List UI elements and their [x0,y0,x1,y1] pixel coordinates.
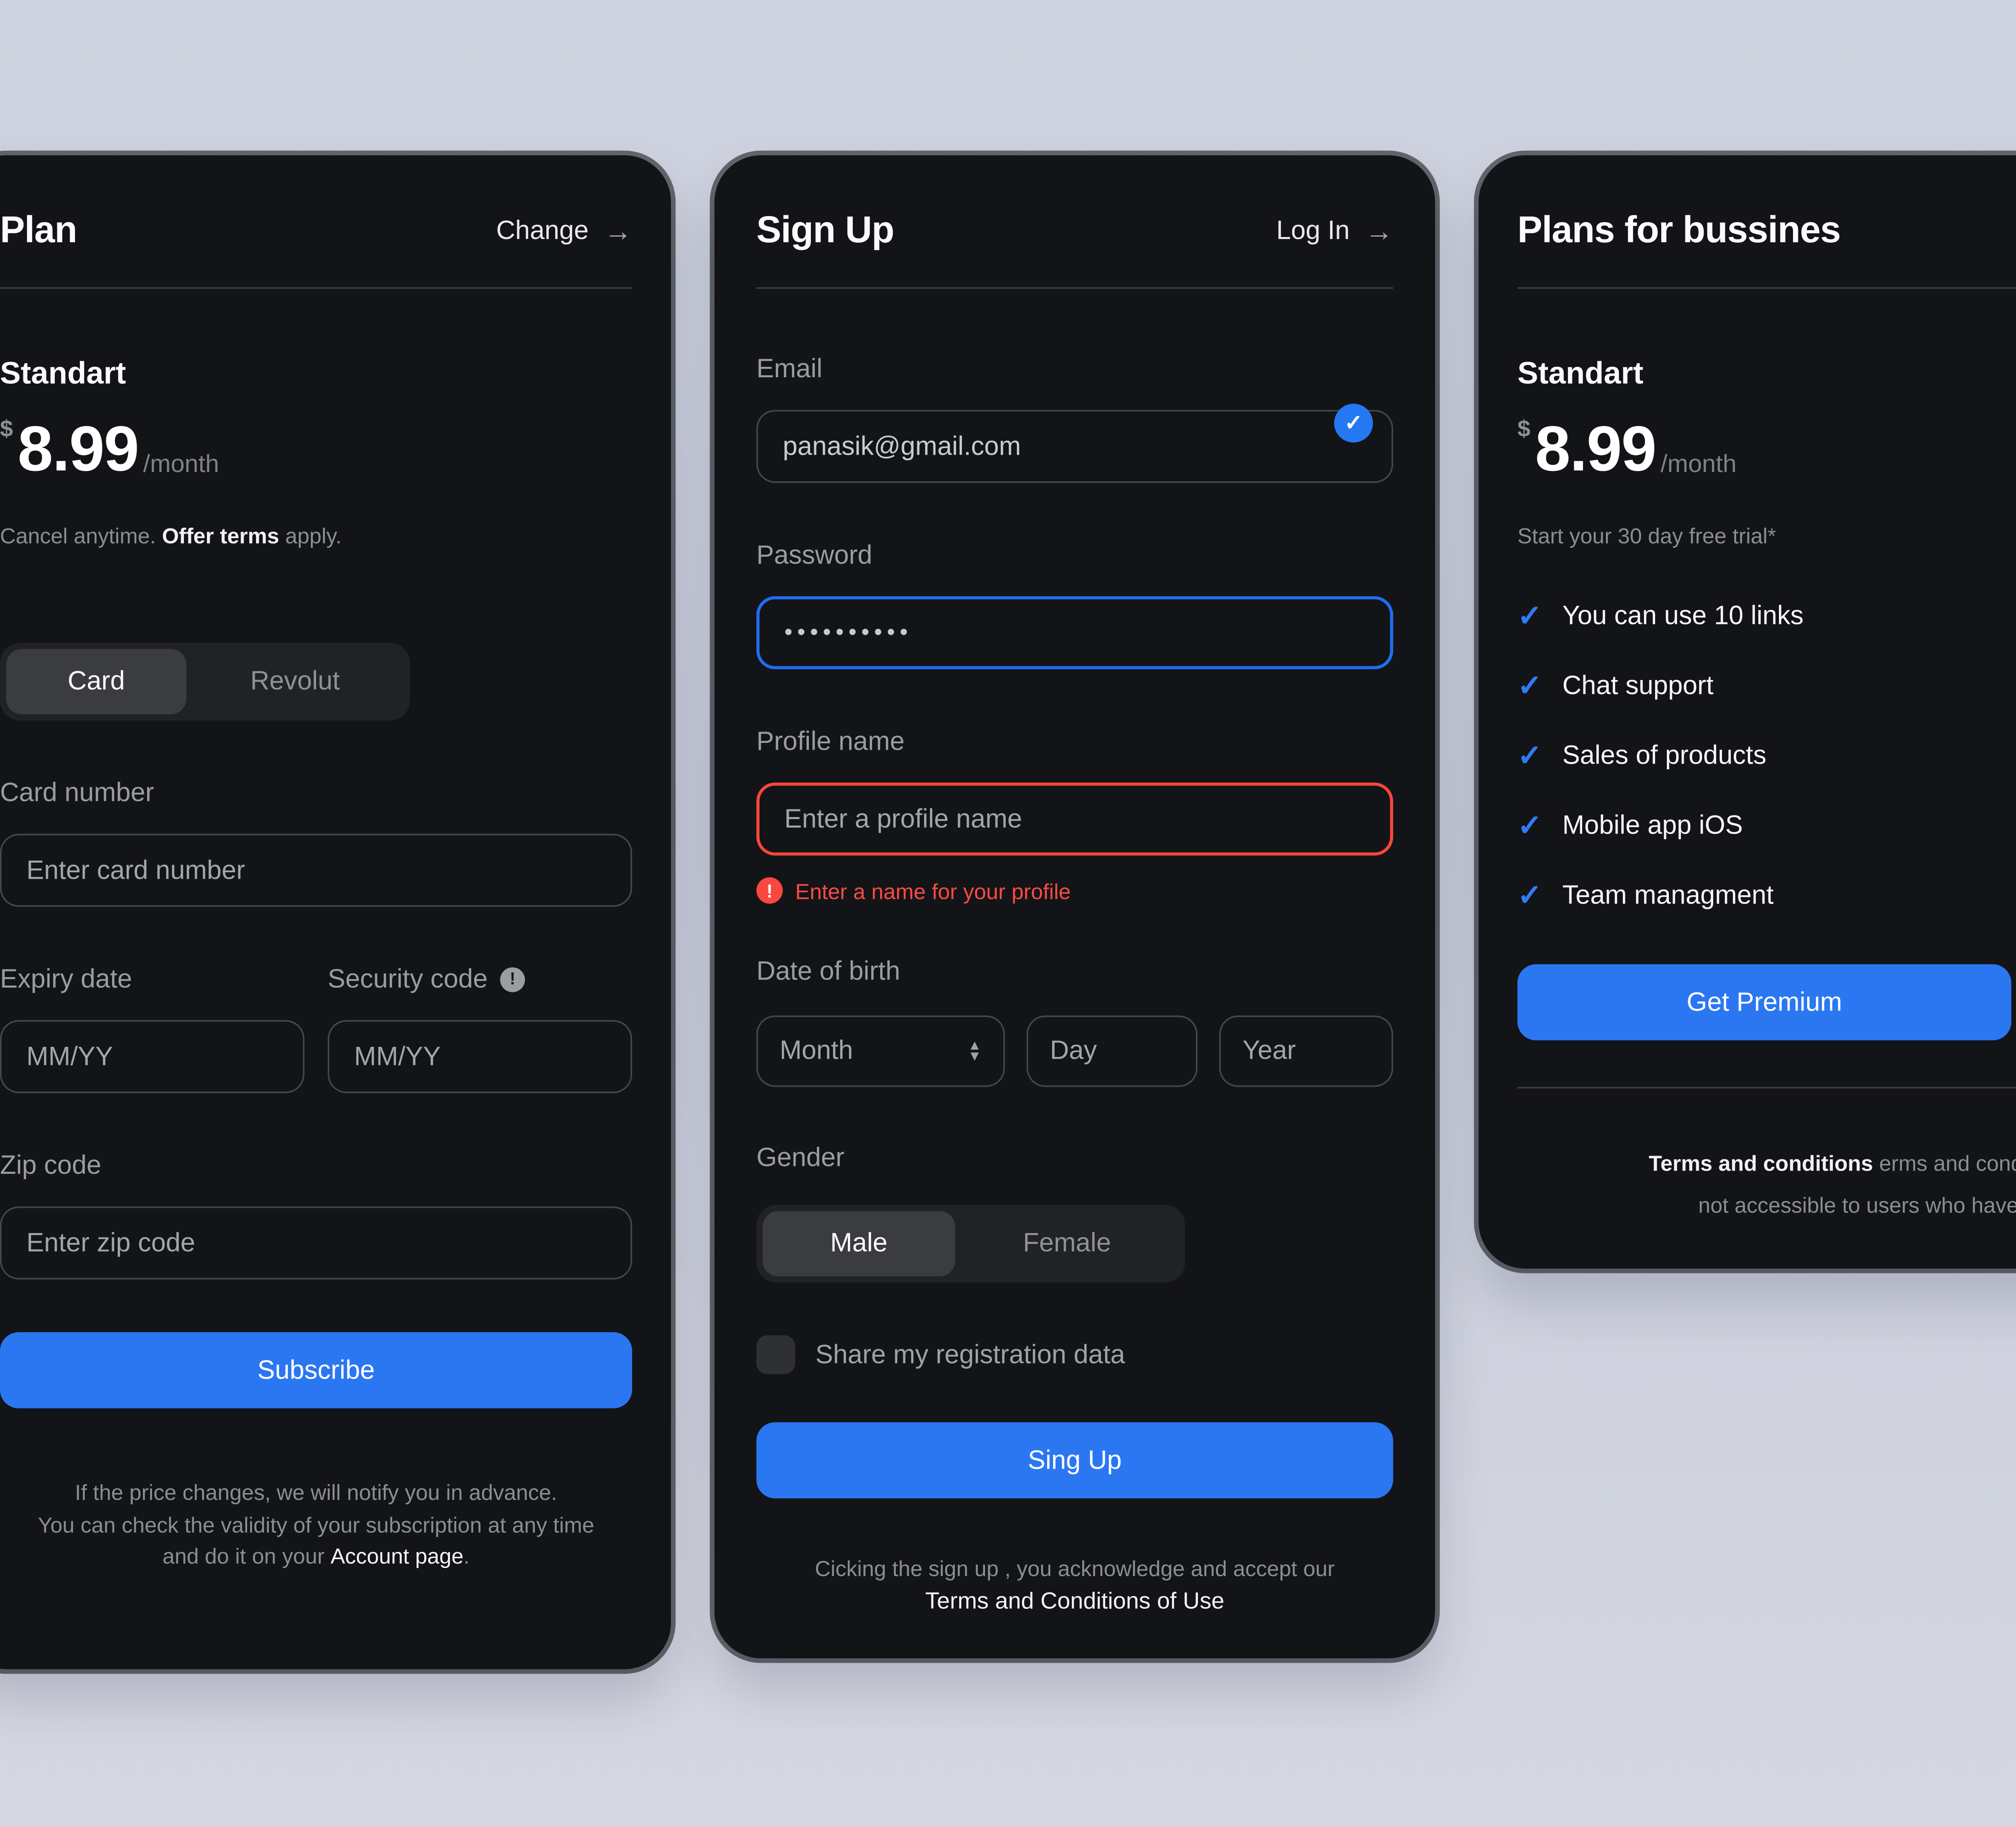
arrow-right-icon: → [1365,215,1393,246]
column-name: Standart [1517,357,1643,391]
check-icon: ✓ [1517,880,1542,913]
plans-terms: Terms and conditions erms and conditions… [1649,1150,2016,1217]
get-premium-button[interactable]: Get Premium [1517,964,2012,1040]
login-link[interactable]: Log In → [1276,215,1393,248]
offer-terms-link[interactable]: Offer terms [162,523,279,548]
subscribe-button[interactable]: Subscribe [0,1332,632,1408]
check-icon: ✓ [1517,809,1542,842]
profile-error: ! Enter a name for your profile [756,877,1393,904]
expiry-input[interactable] [0,1020,304,1093]
divider [756,287,1393,289]
email-valid-check-icon: ✓ [1334,403,1373,443]
email-input[interactable] [756,410,1393,483]
gender-toggle: Male Female [756,1205,1185,1283]
change-plan-link[interactable]: Change → [496,215,632,248]
check-icon: ✓ [1517,600,1542,633]
divider [1517,287,2016,289]
profile-name-label: Profile name [756,726,905,756]
payment-method-toggle: Card Revolut [0,643,410,721]
signup-title: Sign Up [756,210,894,252]
tab-revolut[interactable]: Revolut [250,666,340,696]
error-icon: ! [756,877,783,904]
signup-submit-button[interactable]: Sing Up [756,1422,1393,1499]
price-amount: 8.99 [17,413,140,485]
feature-item: ✓ Team managment [1517,877,2011,914]
terms-link[interactable]: Terms and conditions [1649,1150,1873,1175]
column-price: $ 8.99 /month [1517,413,1737,485]
info-icon[interactable]: ! [500,967,525,992]
gender-label: Gender [756,1143,845,1173]
gender-male[interactable]: Male [762,1211,956,1277]
cancel-note: Cancel anytime. Offer terms apply. [0,523,342,548]
select-arrows-icon: ▲ ▼ [968,1037,982,1064]
day-field[interactable]: Day [1027,1015,1198,1087]
error-text: Enter a name for your profile [795,878,1071,903]
plans-card: Plans for bussines Monthly Annual Standa… [1479,155,2016,1269]
signup-footer: Cicking the sign up , you acknowledge an… [815,1556,1335,1614]
year-field[interactable]: Year [1219,1015,1393,1087]
feature-item: ✓ You can use 10 links [1517,598,2011,635]
login-label: Log In [1276,216,1350,245]
terms-of-use-link[interactable]: Terms and Conditions of Use [925,1587,1225,1614]
arrow-right-icon: → [604,215,632,246]
zip-label: Zip code [0,1150,102,1180]
plans-title: Plans for bussines [1517,210,1841,252]
password-label: Password [756,540,873,570]
plan-column-standart: Standart $ 8.99 /month Start your 30 day… [1517,289,2012,1040]
dob-label: Date of birth [756,956,900,986]
check-icon: ✓ [1517,670,1542,703]
share-data-label: Share my registration data [815,1339,1125,1369]
profile-name-input[interactable] [756,782,1393,856]
security-label: Security code [327,964,488,994]
change-label: Change [496,216,589,245]
currency-symbol: $ [0,416,13,443]
plan-name: Standart [0,357,126,391]
divider [0,287,632,289]
price-period: /month [143,451,219,478]
share-data-checkbox[interactable] [756,1335,796,1375]
plan-price: $ 8.99 /month [0,410,632,497]
feature-item: ✓ Mobile app iOS [1517,807,2011,844]
plan-card-title: Plan [0,210,77,252]
check-icon: ✓ [1517,740,1542,773]
divider [1517,1087,2016,1089]
feature-item: ✓ Chat support [1517,668,2011,705]
card-number-input[interactable] [0,834,632,907]
tab-card[interactable]: Card [6,649,187,714]
email-label: Email [756,354,823,384]
signup-card: Sign Up Log In → Email ✓ Password Profil… [714,155,1435,1658]
card-number-label: Card number [0,778,154,808]
month-select[interactable]: Month ▲ ▼ [756,1015,1005,1087]
gender-female[interactable]: Female [1023,1228,1111,1258]
zip-input[interactable] [0,1206,632,1280]
expiry-label: Expiry date [0,964,132,994]
password-input[interactable] [756,596,1393,670]
plan-footer: If the price changes, we will notify you… [37,1479,594,1568]
plan-card: Plan Change → Standart $ 8.99 /month Can… [0,155,671,1669]
security-code-input[interactable] [327,1020,632,1093]
feature-item: ✓ Sales of products [1517,738,2011,775]
account-page-link[interactable]: Account page [330,1543,464,1568]
feature-list: ✓ You can use 10 links ✓ Chat support ✓ Sal… [1517,598,2011,915]
trial-note: Start your 30 day free trial* [1517,523,1776,548]
